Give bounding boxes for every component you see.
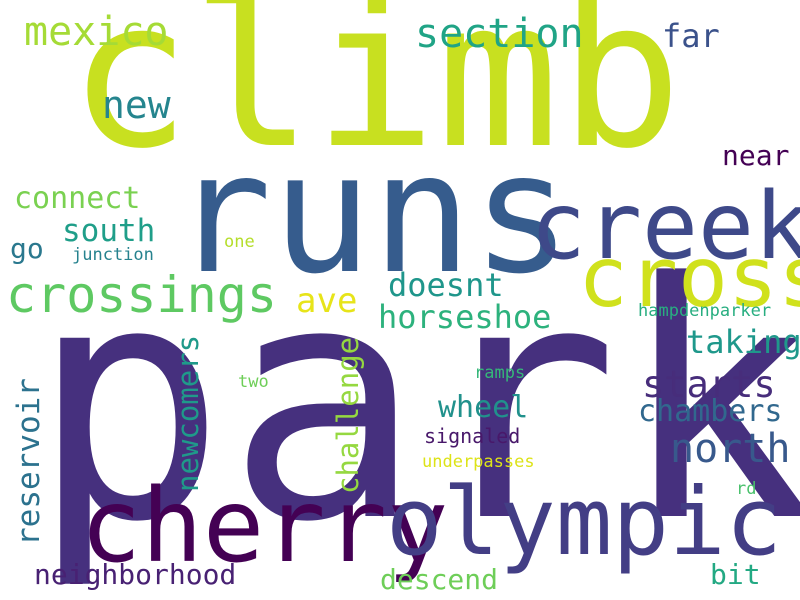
- word-underpasses: underpasses: [422, 452, 535, 472]
- word-south: south: [62, 213, 156, 249]
- word-one: one: [224, 232, 255, 252]
- word-newcomers: newcomers: [171, 334, 205, 492]
- word-hampdenparker: hampdenparker: [638, 301, 772, 321]
- word-runs: runs: [172, 118, 572, 311]
- word-wheel: wheel: [438, 390, 529, 425]
- word-crossings: crossings: [6, 266, 277, 324]
- word-starts: starts: [642, 363, 776, 406]
- word-ave: ave: [296, 281, 358, 321]
- word-two: two: [238, 372, 269, 392]
- word-cross: cross: [578, 229, 800, 326]
- word-near: near: [722, 139, 790, 172]
- word-descend: descend: [380, 563, 499, 596]
- word-creek: creek: [530, 172, 800, 280]
- word-climb: climb: [68, 0, 683, 194]
- word-reservoir: reservoir: [11, 378, 47, 546]
- word-rd: rd: [736, 479, 757, 499]
- word-challenge: challenge: [331, 336, 365, 494]
- word-north: north: [670, 426, 791, 472]
- word-new: new: [102, 83, 171, 127]
- word-ramps: ramps: [474, 363, 526, 383]
- word-chambers: chambers: [638, 394, 783, 429]
- word-olympic: olympic: [386, 468, 783, 577]
- word-junction: junction: [72, 245, 154, 265]
- word-horseshoe: horseshoe: [378, 298, 552, 336]
- word-taking: taking: [686, 323, 800, 361]
- word-doesnt: doesnt: [388, 266, 504, 304]
- word-park: park: [30, 213, 800, 593]
- word-go: go: [10, 232, 44, 265]
- word-bit: bit: [710, 558, 761, 591]
- word-cherry: cherry: [80, 467, 449, 586]
- word-far: far: [662, 17, 720, 55]
- word-neighborhood: neighborhood: [34, 558, 237, 591]
- word-connect: connect: [14, 181, 141, 216]
- word-section: section: [415, 11, 584, 57]
- word-mexico: mexico: [24, 9, 169, 55]
- word-signaled: signaled: [424, 424, 521, 448]
